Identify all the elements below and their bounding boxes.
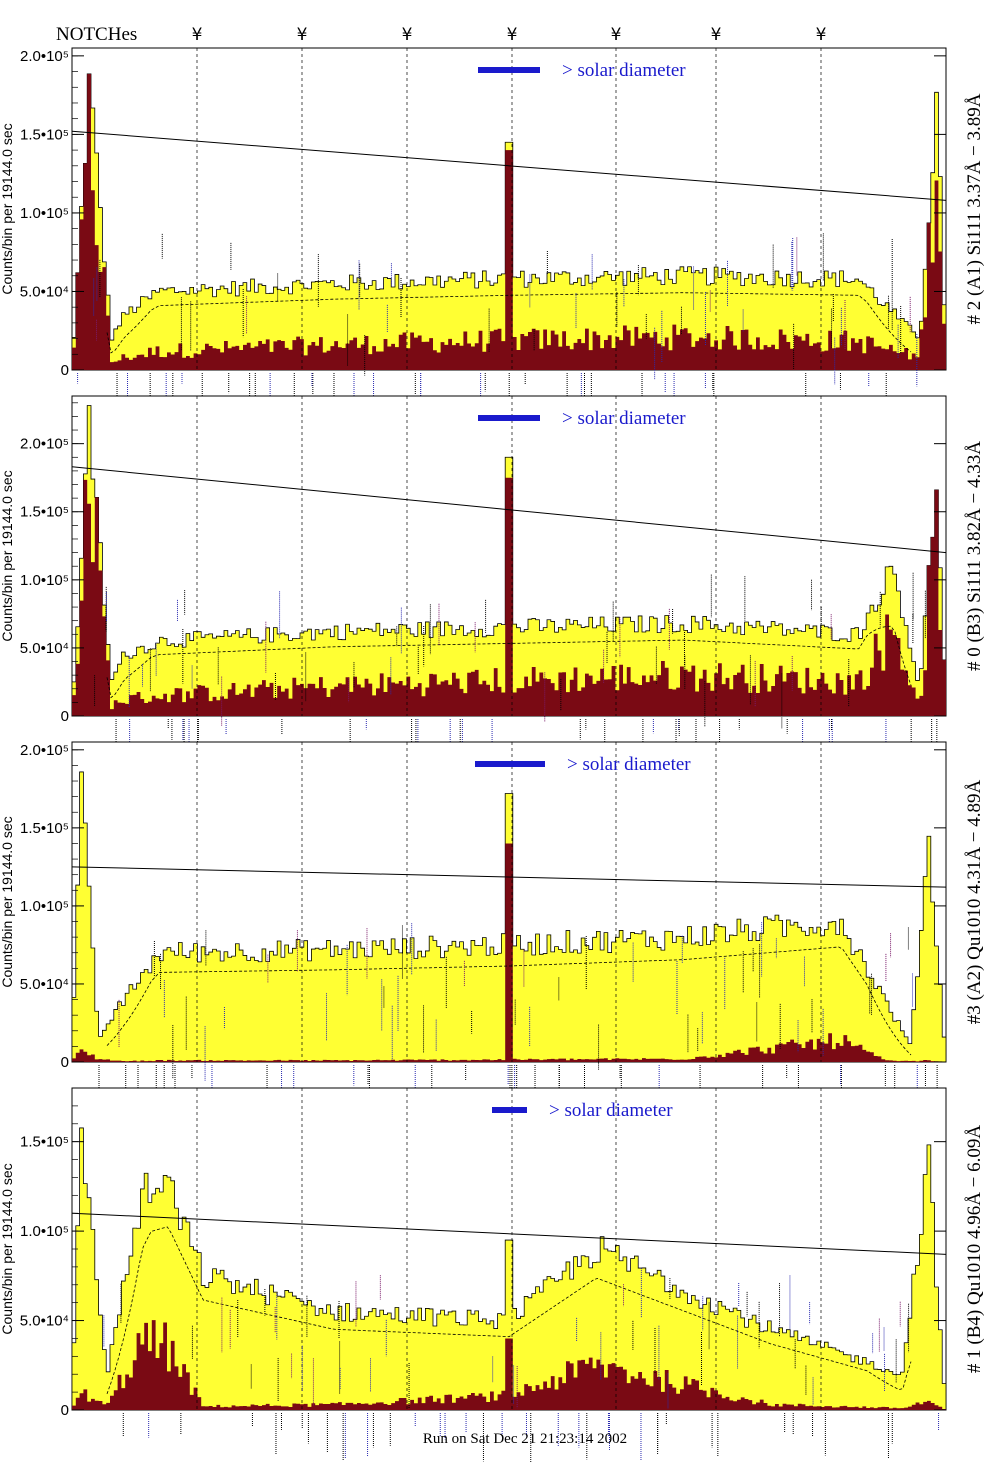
total-counts-histogram bbox=[71, 1127, 947, 1411]
y-tick-label: 2.0•10⁵ bbox=[20, 48, 69, 65]
model-curve bbox=[106, 625, 912, 699]
spectrum-panel: 0 5.0•10⁴ 1.0•10⁵ 1.5•10⁵ 2.0•10⁵ Counts/bin … bbox=[0, 395, 985, 768]
y-tick-label: 1.0•10⁵ bbox=[20, 1223, 69, 1240]
y-tick-label: 1.0•10⁵ bbox=[20, 572, 69, 589]
y-tick-label: 0 bbox=[61, 1054, 69, 1071]
notches-label: NOTCHes bbox=[56, 24, 137, 45]
model-curve bbox=[106, 1226, 912, 1395]
legend-label: > solar diameter bbox=[567, 754, 691, 775]
y-tick-label: 1.0•10⁵ bbox=[20, 898, 69, 915]
notch-symbol: ¥ bbox=[711, 25, 722, 45]
y-tick-label: 1.5•10⁵ bbox=[20, 126, 69, 143]
component-counts-histogram bbox=[72, 1320, 946, 1410]
component-counts-histogram bbox=[72, 73, 946, 370]
legend-label: > solar diameter bbox=[549, 1100, 673, 1121]
run-timestamp: Run on Sat Dec 21 21:23:14 2002 bbox=[423, 1431, 627, 1447]
panel-title: # 2 (A1) Si111 3.37Å − 3.89Å bbox=[964, 93, 985, 324]
notch-symbol: ¥ bbox=[507, 25, 518, 45]
panel-title: #3 (A2) Qu1010 4.31Å − 4.89Å bbox=[964, 779, 985, 1024]
legend-label: > solar diameter bbox=[562, 60, 686, 81]
y-tick-label: 1.5•10⁵ bbox=[20, 504, 69, 521]
y-axis-title: Counts/bin per 19144.0 sec bbox=[0, 470, 15, 641]
component-counts-histogram bbox=[72, 843, 946, 1062]
y-tick-label: 1.0•10⁵ bbox=[20, 205, 69, 222]
y-tick-label: 5.0•10⁴ bbox=[20, 640, 69, 657]
notch-symbol: ¥ bbox=[297, 25, 308, 45]
component-counts-histogram bbox=[72, 477, 946, 716]
background-line bbox=[71, 866, 947, 888]
y-tick-label: 1.5•10⁵ bbox=[20, 820, 69, 837]
spectrum-panels: 0 5.0•10⁴ 1.0•10⁵ 1.5•10⁵ 2.0•10⁵ Counts/bin … bbox=[0, 47, 985, 1463]
model-curve bbox=[106, 292, 912, 354]
y-axis-title: Counts/bin per 19144.0 sec bbox=[0, 1163, 15, 1334]
spectrum-panel: 0 5.0•10⁴ 1.0•10⁵ 1.5•10⁵ 2.0•10⁵ Counts/bin … bbox=[0, 741, 985, 1115]
notch-header: NOTCHes ¥ ¥ ¥ ¥ ¥ ¥ ¥ bbox=[56, 24, 827, 45]
notch-symbol: ¥ bbox=[192, 25, 203, 45]
panel-title: # 0 (B3) Si111 3.82Å − 4.33Å bbox=[964, 441, 985, 671]
y-tick-label: 0 bbox=[61, 708, 69, 725]
y-tick-label: 0 bbox=[61, 362, 69, 379]
notch-symbol: ¥ bbox=[611, 25, 622, 45]
y-tick-label: 0 bbox=[61, 1402, 69, 1419]
notch-symbol: ¥ bbox=[816, 25, 827, 45]
legend-label: > solar diameter bbox=[562, 408, 686, 429]
panel-title: # 1 (B4) Qu1010 4.96Å − 6.09Å bbox=[964, 1125, 985, 1373]
y-tick-label: 1.5•10⁵ bbox=[20, 1134, 69, 1151]
y-axis-title: Counts/bin per 19144.0 sec bbox=[0, 123, 15, 294]
y-axis-title: Counts/bin per 19144.0 sec bbox=[0, 816, 15, 987]
spectrum-panel: 0 5.0•10⁴ 1.0•10⁵ 1.5•10⁵ Counts/bin per 191… bbox=[0, 1087, 985, 1463]
background-line bbox=[71, 466, 947, 554]
background-line bbox=[71, 1212, 947, 1255]
notch-symbol: ¥ bbox=[402, 25, 413, 45]
model-curve bbox=[106, 946, 912, 1056]
y-tick-label: 5.0•10⁴ bbox=[20, 976, 69, 993]
y-tick-label: 5.0•10⁴ bbox=[20, 1313, 69, 1330]
y-tick-label: 2.0•10⁵ bbox=[20, 742, 69, 759]
notch-markers: ¥ ¥ ¥ ¥ ¥ ¥ ¥ bbox=[192, 25, 827, 45]
y-tick-label: 2.0•10⁵ bbox=[20, 436, 69, 453]
y-tick-label: 5.0•10⁴ bbox=[20, 283, 69, 300]
spectrum-panel: 0 5.0•10⁴ 1.0•10⁵ 1.5•10⁵ 2.0•10⁵ Counts/bin … bbox=[0, 47, 985, 419]
background-line bbox=[71, 130, 947, 201]
